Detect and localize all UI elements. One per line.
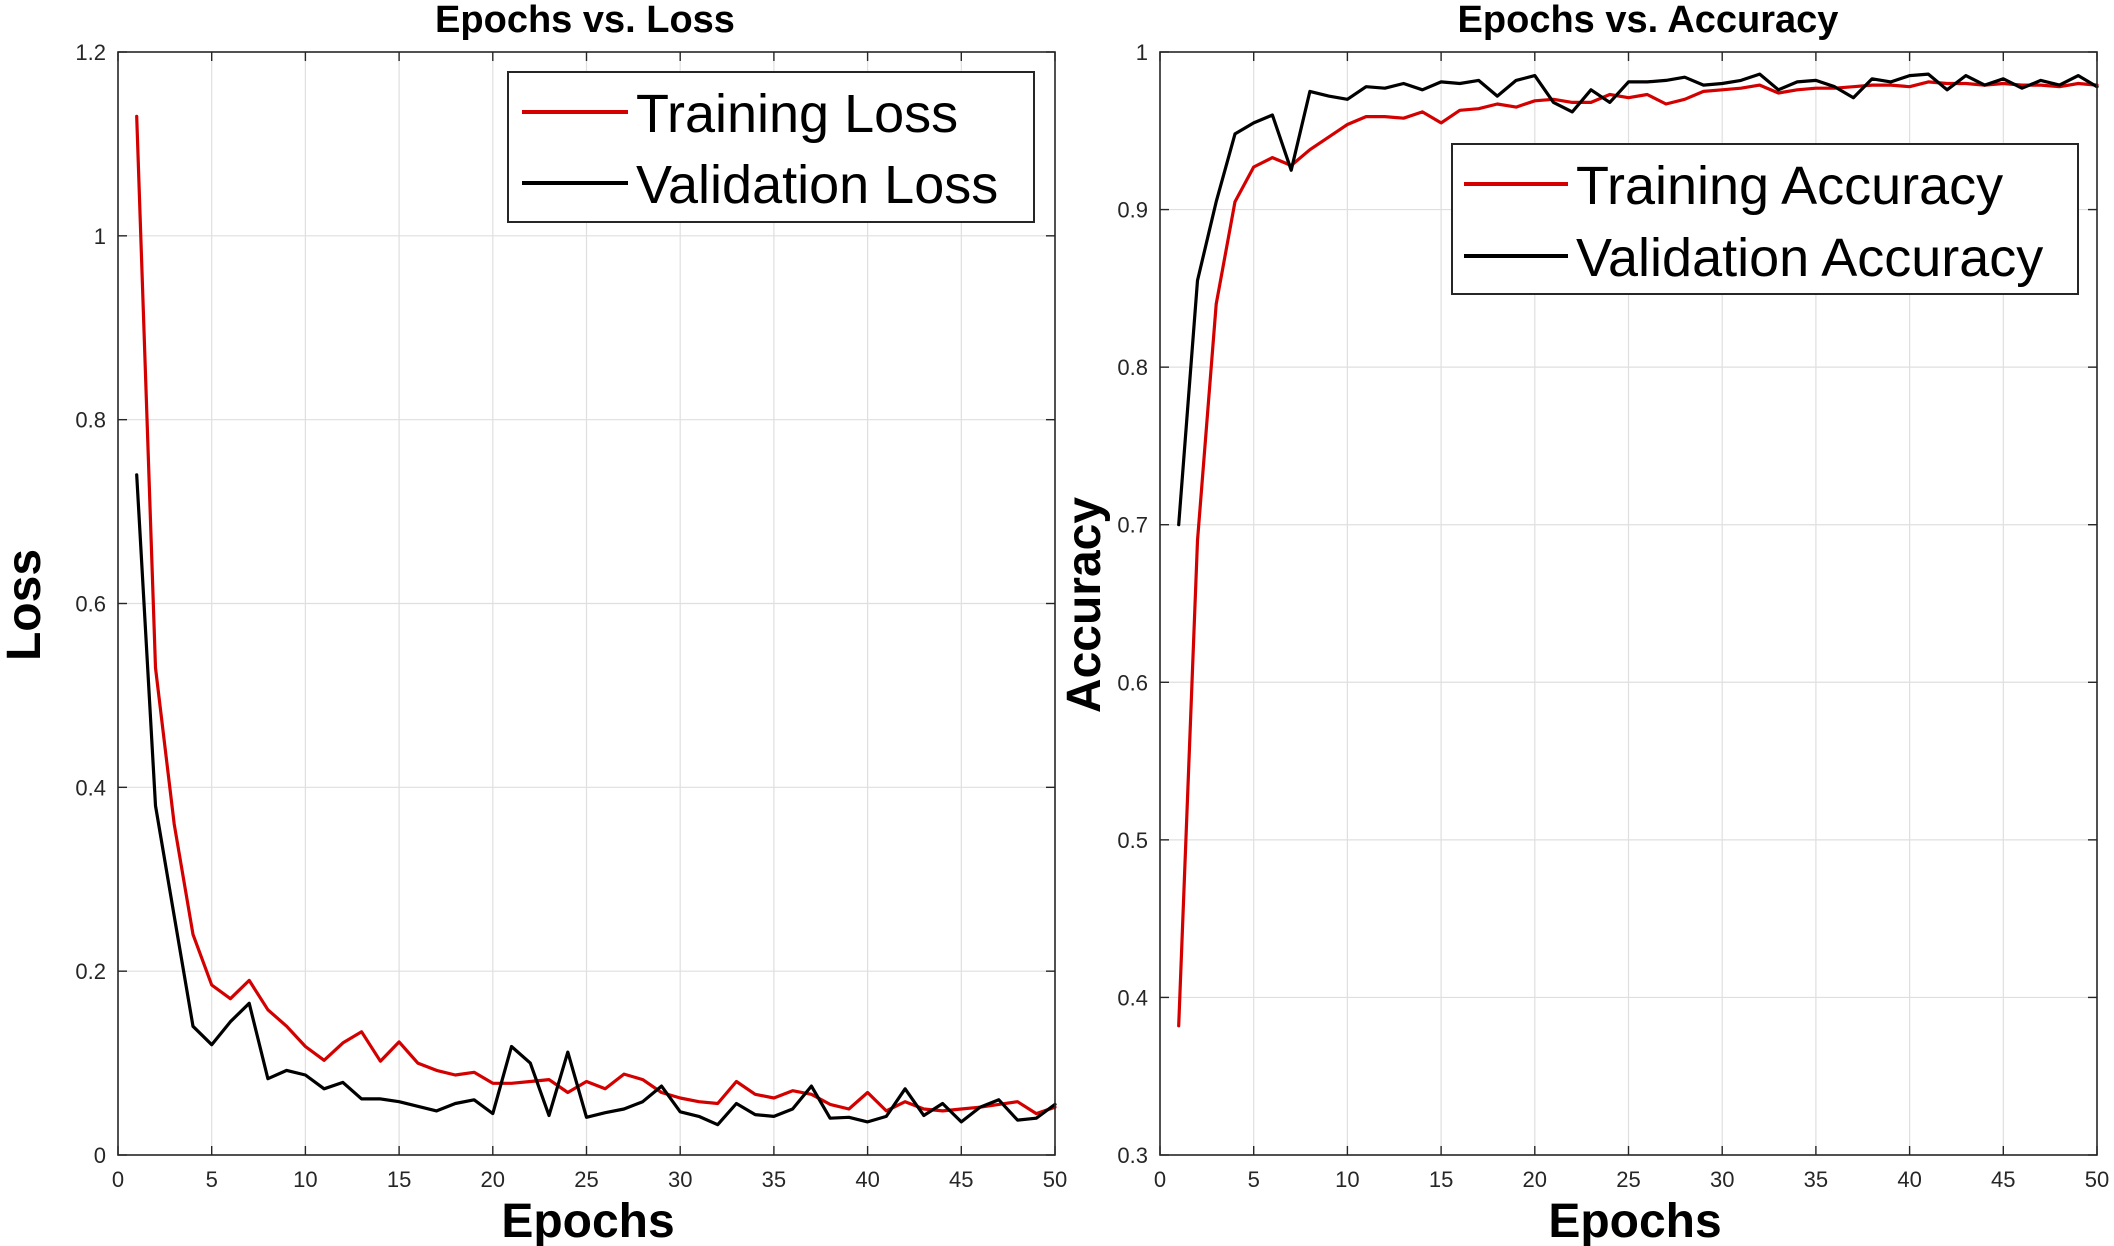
x-tick-label: 25	[574, 1167, 598, 1192]
axis-ticks: 0 5 10 15 20 25 30 35 40 45 50 0.3 0.4 0.5 0.6 0.7 0.8 0.…	[1117, 40, 2109, 1192]
plot-lines	[135, 114, 1057, 1127]
x-tick-label: 5	[206, 1167, 218, 1192]
y-tick-label: 0.2	[75, 959, 106, 984]
y-tick-label: 0.5	[1117, 828, 1148, 853]
x-tick-label: 40	[1897, 1167, 1921, 1192]
legend-box	[507, 71, 1035, 223]
x-tick-label: 45	[949, 1167, 973, 1192]
legend: Training Accuracy Validation Accuracy	[1451, 143, 2079, 295]
y-tick-label: 0.6	[75, 592, 106, 617]
legend-entry-training: Training Loss	[636, 84, 958, 144]
x-tick-label: 20	[481, 1167, 505, 1192]
grid	[118, 52, 1055, 1155]
x-axis-label: Epochs	[1548, 1195, 1721, 1246]
y-tick-label: 0.4	[75, 775, 106, 800]
x-tick-label: 35	[1804, 1167, 1828, 1192]
x-axis-label: Epochs	[501, 1195, 674, 1246]
y-tick-label: 0.9	[1117, 198, 1148, 223]
legend-entry-validation: Validation Loss	[636, 155, 998, 215]
x-tick-label: 35	[762, 1167, 786, 1192]
x-tick-label: 15	[387, 1167, 411, 1192]
series-line-validation	[1177, 72, 2099, 527]
loss-chart: Epochs vs. Loss Epochs Loss 0 5 10 15 20 25 30…	[0, 0, 1067, 1246]
y-tick-label: 0.3	[1117, 1143, 1148, 1168]
axis-ticks: 0 5 10 15 20 25 30 35 40 45 50 0 0.2 0.4 0.6 0.8 1 1.2	[75, 40, 1067, 1192]
y-tick-label: 0.4	[1117, 985, 1148, 1010]
x-tick-label: 30	[668, 1167, 692, 1192]
legend: Training Loss Validation Loss	[507, 71, 1035, 223]
legend-entry-training: Training Accuracy	[1576, 156, 2003, 216]
x-tick-label: 10	[1335, 1167, 1359, 1192]
x-tick-label: 25	[1616, 1167, 1640, 1192]
y-tick-label: 0.8	[1117, 355, 1148, 380]
x-tick-label: 10	[293, 1167, 317, 1192]
plot-lines	[1177, 72, 2099, 1028]
y-tick-label: 1	[94, 224, 106, 249]
x-tick-label: 5	[1248, 1167, 1260, 1192]
x-tick-label: 0	[112, 1167, 124, 1192]
accuracy-chart: Epochs vs. Accuracy Epochs Accuracy 0 5 10…	[1058, 0, 2109, 1246]
legend-box	[1451, 143, 2079, 295]
series-line-training	[1177, 80, 2099, 1028]
y-tick-label: 0.7	[1117, 513, 1148, 538]
x-tick-label: 15	[1429, 1167, 1453, 1192]
series-line-training	[135, 114, 1057, 1116]
x-tick-label: 50	[1043, 1167, 1067, 1192]
x-tick-label: 30	[1710, 1167, 1734, 1192]
y-axis-label: Accuracy	[1058, 497, 1111, 713]
y-tick-label: 1	[1136, 40, 1148, 65]
y-tick-label: 0	[94, 1143, 106, 1168]
y-tick-label: 0.8	[75, 408, 106, 433]
series-line-validation	[135, 473, 1057, 1127]
y-tick-label: 0.6	[1117, 670, 1148, 695]
chart-title: Epochs vs. Loss	[435, 0, 735, 41]
legend-entry-validation: Validation Accuracy	[1576, 228, 2043, 288]
x-tick-label: 45	[1991, 1167, 2015, 1192]
y-tick-label: 1.2	[75, 40, 106, 65]
x-tick-label: 0	[1154, 1167, 1166, 1192]
x-tick-label: 40	[855, 1167, 879, 1192]
x-tick-label: 20	[1523, 1167, 1547, 1192]
y-axis-label: Loss	[0, 549, 51, 661]
chart-title: Epochs vs. Accuracy	[1458, 0, 1839, 41]
x-tick-label: 50	[2085, 1167, 2109, 1192]
